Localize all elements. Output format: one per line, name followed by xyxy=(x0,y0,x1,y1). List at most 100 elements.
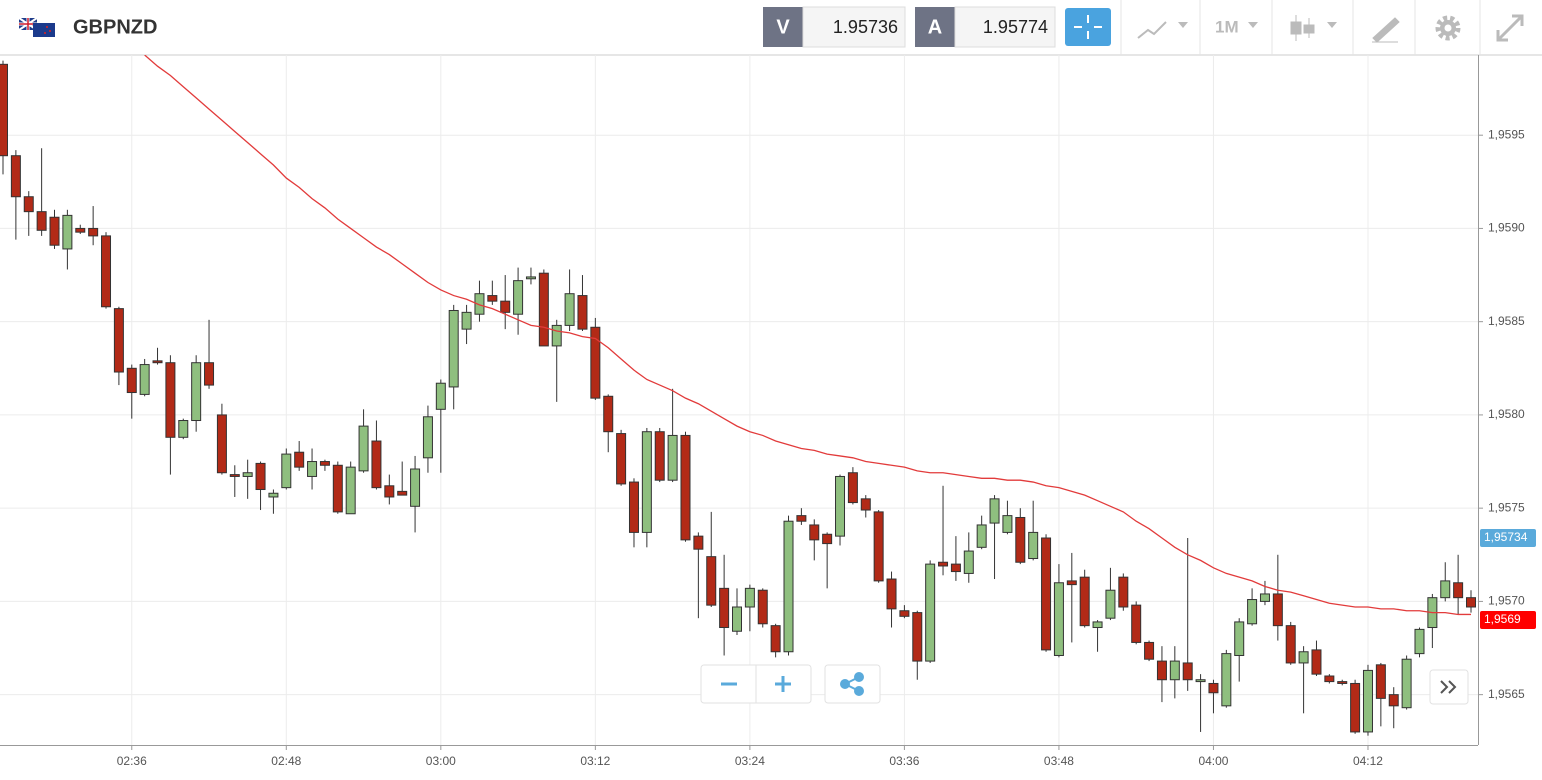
candle-body xyxy=(912,612,923,662)
candle-body xyxy=(229,474,240,477)
candle-body xyxy=(693,535,704,550)
timeframe[interactable]: 1M xyxy=(1215,17,1239,36)
candle-body xyxy=(1259,593,1270,602)
candle-body xyxy=(938,561,949,567)
y-tick-label: 1,9585 xyxy=(1488,314,1525,328)
candle-body xyxy=(706,556,717,606)
y-tick-label: 1,9565 xyxy=(1488,687,1525,701)
x-tick-label: 03:12 xyxy=(580,754,610,768)
moving-average xyxy=(144,55,1471,616)
candle-body xyxy=(1156,660,1167,681)
candle-body xyxy=(113,308,124,373)
candle-body xyxy=(1169,660,1180,681)
candle-body xyxy=(422,416,433,459)
candle-body xyxy=(23,196,34,213)
candle-body xyxy=(178,420,189,438)
candle-body xyxy=(654,431,665,481)
settings-icon[interactable] xyxy=(1435,15,1461,41)
candle-body xyxy=(1041,537,1052,651)
candle-body xyxy=(603,395,614,433)
candle-body xyxy=(255,462,266,491)
chart-type-icon[interactable] xyxy=(1290,15,1315,41)
x-tick-label: 04:12 xyxy=(1353,754,1383,768)
candle-body xyxy=(835,475,846,537)
candle-body xyxy=(963,550,974,574)
indicator-icon[interactable] xyxy=(1137,21,1167,39)
candle-body xyxy=(744,587,755,608)
share-icon[interactable] xyxy=(840,672,864,696)
fullscreen-icon[interactable] xyxy=(1496,14,1524,42)
candle-body xyxy=(1414,628,1425,655)
candle-body xyxy=(757,589,768,625)
candle-body xyxy=(1247,599,1258,625)
sell-price: 1.95736 xyxy=(833,17,898,37)
candle-body xyxy=(1311,649,1322,675)
candle-body xyxy=(886,578,897,610)
y-tick-label: 1,9595 xyxy=(1488,127,1525,141)
candle-body xyxy=(294,451,305,468)
y-tick-label: 1,9590 xyxy=(1488,221,1525,235)
candle-body xyxy=(36,211,47,231)
candle-body xyxy=(783,520,794,653)
candle-body xyxy=(1362,669,1373,733)
dropdown-arrow xyxy=(1248,22,1258,28)
candle-body xyxy=(435,382,446,410)
buy-button[interactable] xyxy=(915,7,955,47)
crosshair-button[interactable] xyxy=(1065,8,1111,46)
candle-body xyxy=(1015,516,1026,563)
x-tick-label: 03:36 xyxy=(889,754,919,768)
toolbar: GBPNZD V 1.95736 A 1.95774 1M xyxy=(0,0,1542,56)
price-label-box xyxy=(1480,529,1536,547)
scroll-to-end[interactable] xyxy=(1440,680,1457,694)
price-label: 1,95734 xyxy=(1484,530,1528,544)
candle-body xyxy=(152,360,163,364)
buy-label: A xyxy=(928,16,942,38)
grid xyxy=(0,55,1483,750)
axis-labels: 1,9565 1,9570 1,9575 1,9580 1,9585 1,9590 1,95… xyxy=(117,127,1536,768)
candle-body xyxy=(75,227,86,233)
sell-button[interactable] xyxy=(763,7,803,47)
candle-body xyxy=(448,309,459,388)
x-tick-label: 02:48 xyxy=(271,754,301,768)
candle-body xyxy=(1324,675,1335,683)
candle-body xyxy=(1092,621,1103,629)
y-tick-label: 1,9570 xyxy=(1488,594,1525,608)
candle-body xyxy=(281,453,292,489)
sell-price-box xyxy=(802,6,906,48)
candle-body xyxy=(1195,679,1206,683)
candle-body xyxy=(474,293,485,315)
candle-body xyxy=(345,466,356,515)
candle-body xyxy=(1131,604,1142,643)
candle-body xyxy=(1298,651,1309,664)
candle-body xyxy=(0,63,8,157)
candle-body xyxy=(950,563,961,573)
candle-body xyxy=(332,464,343,513)
candle-body xyxy=(989,498,1000,524)
candle-body xyxy=(822,533,833,545)
candle-body xyxy=(204,362,215,386)
candle-body xyxy=(1466,597,1476,608)
candle-body xyxy=(873,511,884,582)
candle-body xyxy=(319,461,330,466)
candle-body xyxy=(1028,531,1039,560)
drawing-icon[interactable] xyxy=(1372,17,1400,43)
candle-body xyxy=(358,425,369,472)
candle-body xyxy=(1440,580,1451,599)
candle-body xyxy=(500,300,511,313)
x-tick-label: 03:24 xyxy=(735,754,765,768)
symbol: GBPNZD xyxy=(73,16,157,38)
candle-body xyxy=(1208,682,1219,694)
candle-body xyxy=(1118,576,1129,608)
y-tick-label: 1,9575 xyxy=(1488,500,1525,514)
candle-body xyxy=(1337,681,1348,684)
candle-body xyxy=(590,326,601,399)
candle-body xyxy=(487,295,498,302)
candle-body xyxy=(1285,625,1296,664)
candle-body xyxy=(641,431,652,533)
zoom-in[interactable] xyxy=(775,676,791,692)
candle-body xyxy=(732,606,742,632)
candle-body xyxy=(126,367,137,394)
candle-body xyxy=(1053,582,1064,656)
candle-body xyxy=(1401,658,1412,709)
